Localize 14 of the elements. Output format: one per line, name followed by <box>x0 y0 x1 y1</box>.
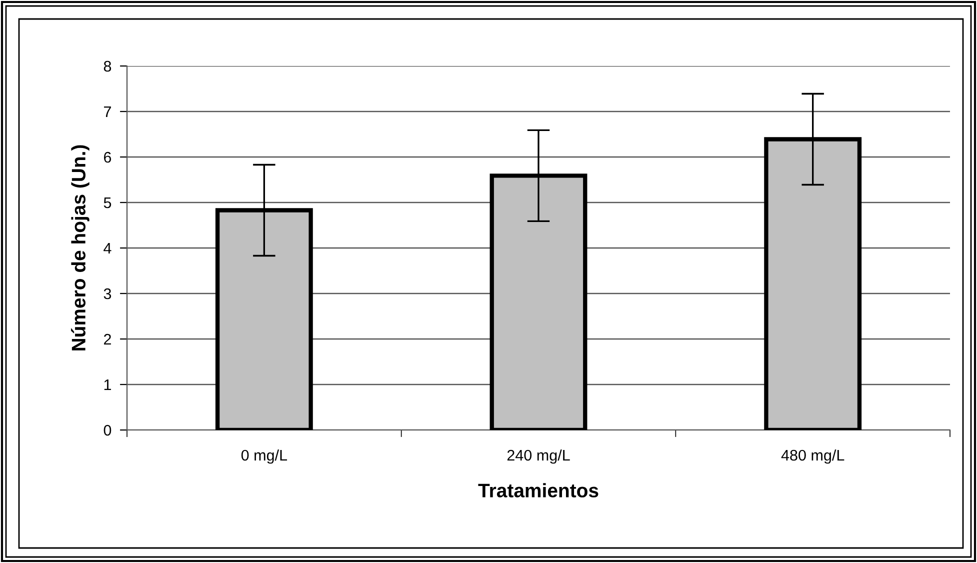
y-tick-label: 8 <box>104 60 112 72</box>
x-tick-label: 480 mg/L <box>781 449 844 464</box>
y-tick-label: 4 <box>104 243 112 254</box>
y-tick-label: 1 <box>104 380 111 390</box>
y-tick-label: 7 <box>104 106 111 118</box>
x-tick-label: 0 mg/L <box>241 449 288 464</box>
y-tick-label: 2 <box>104 334 111 345</box>
y-tick-label: 5 <box>104 198 112 208</box>
y-tick-label: 6 <box>104 152 112 163</box>
x-tick-label: 240 mg/L <box>507 449 570 464</box>
y-tick-label: 0 <box>104 424 112 436</box>
y-axis-title: Número de hojas (Un.) <box>71 145 90 350</box>
x-axis-title: Tratamientos <box>478 483 598 498</box>
y-tick-label: 3 <box>104 288 112 300</box>
